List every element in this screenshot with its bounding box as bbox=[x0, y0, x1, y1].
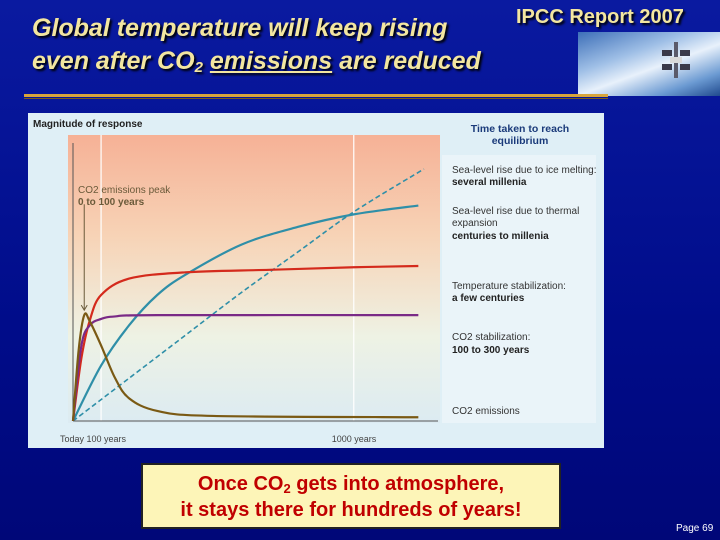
title-rule bbox=[24, 94, 608, 97]
x-tick-label-0: Today 100 years bbox=[60, 434, 127, 444]
series-line-1 bbox=[72, 204, 419, 422]
response-chart: Magnitude of response Time taken to reach… bbox=[28, 113, 604, 448]
page-number: Page 69 bbox=[676, 523, 714, 534]
series-line-2 bbox=[71, 264, 419, 422]
callout-box: Once CO2 gets into atmosphere, it stays … bbox=[141, 463, 561, 529]
title-rule-shadow bbox=[24, 98, 608, 99]
slide-title: Global temperature will keep rising even… bbox=[32, 12, 552, 78]
series-line-0 bbox=[72, 168, 425, 422]
peak-annotation-0: CO2 emissions peak bbox=[78, 185, 171, 196]
plot-area bbox=[68, 135, 440, 423]
legend-note-3: 100 to 300 years bbox=[452, 345, 530, 356]
title-line-2-end: are reduced bbox=[339, 47, 481, 75]
legend-panel bbox=[442, 155, 596, 423]
callout-co-subscript: 2 bbox=[283, 481, 291, 496]
legend-title: Time taken to reach equilibrium bbox=[471, 123, 569, 147]
space-station-icon bbox=[662, 42, 690, 78]
legend-note-1: centuries to millenia bbox=[452, 231, 549, 242]
peak-arrowhead bbox=[80, 304, 88, 312]
space-station-photo bbox=[578, 32, 720, 96]
title-co-subscript: 2 bbox=[194, 59, 203, 76]
legend-note-2: a few centuries bbox=[452, 293, 525, 304]
legend-entry-1: Sea-level rise due to thermal expansion bbox=[452, 206, 579, 229]
title-co-text: even after CO bbox=[32, 47, 195, 75]
x-tick-label-2: 1000 years bbox=[332, 434, 377, 444]
series-line-3 bbox=[71, 313, 419, 422]
callout-line-1-end: gets into atmosphere, bbox=[296, 473, 505, 495]
title-emphasis: emissions bbox=[209, 47, 333, 75]
peak-annotation-1: 0 to 100 years bbox=[78, 197, 145, 208]
legend-entry-3: CO2 stabilization: bbox=[452, 332, 530, 343]
y-axis-label: Magnitude of response bbox=[33, 119, 143, 130]
legend-entry-2: Temperature stabilization: bbox=[452, 281, 566, 292]
legend-entry-0: Sea-level rise due to ice melting: bbox=[452, 165, 597, 176]
legend-note-0: several millenia bbox=[452, 177, 527, 188]
callout-line-2: it stays there for hundreds of years! bbox=[180, 499, 522, 521]
title-line-2: even after CO2 emissions are reduced bbox=[32, 45, 552, 78]
legend-entry-4: CO2 emissions bbox=[452, 406, 520, 417]
series-line-4 bbox=[71, 312, 419, 422]
callout-co-text: Once CO bbox=[197, 473, 284, 495]
title-line-1: Global temperature will keep rising bbox=[32, 14, 448, 42]
callout-line-1: Once CO2 gets into atmosphere, bbox=[143, 471, 559, 497]
source-label: IPCC Report 2007 bbox=[516, 6, 684, 28]
chart-panel: Magnitude of response Time taken to reach… bbox=[28, 113, 604, 448]
